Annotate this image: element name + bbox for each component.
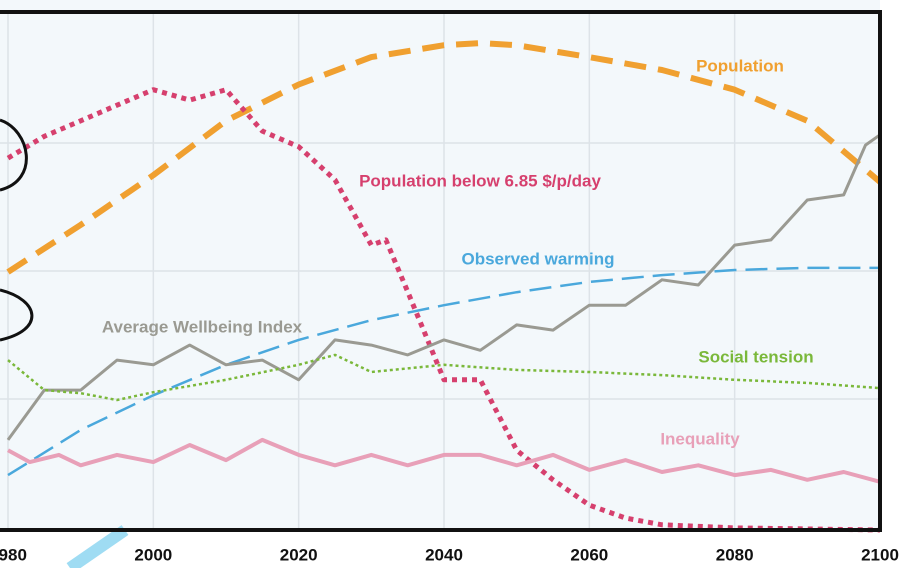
- series-label: Average Wellbeing Index: [102, 317, 303, 336]
- series-label: Population: [696, 56, 784, 75]
- series-label: Population below 6.85 $/p/day: [359, 171, 601, 190]
- series-label: Observed warming: [461, 249, 614, 268]
- x-tick-label: 2000: [134, 545, 172, 564]
- series-label: Inequality: [660, 429, 740, 448]
- x-tick-label: 2100: [861, 545, 899, 564]
- series-label: Social tension: [698, 347, 813, 366]
- x-tick-label: 2060: [570, 545, 608, 564]
- plot-background: [0, 0, 880, 530]
- chart: 1980 2000 2020 2040 2060 2080 2100 Population Po…: [0, 0, 911, 568]
- x-tick-label: 2080: [716, 545, 754, 564]
- decoration: [70, 530, 125, 568]
- x-tick-label: 1980: [0, 545, 27, 564]
- x-tick-label: 2020: [280, 545, 318, 564]
- x-tick-label: 2040: [425, 545, 463, 564]
